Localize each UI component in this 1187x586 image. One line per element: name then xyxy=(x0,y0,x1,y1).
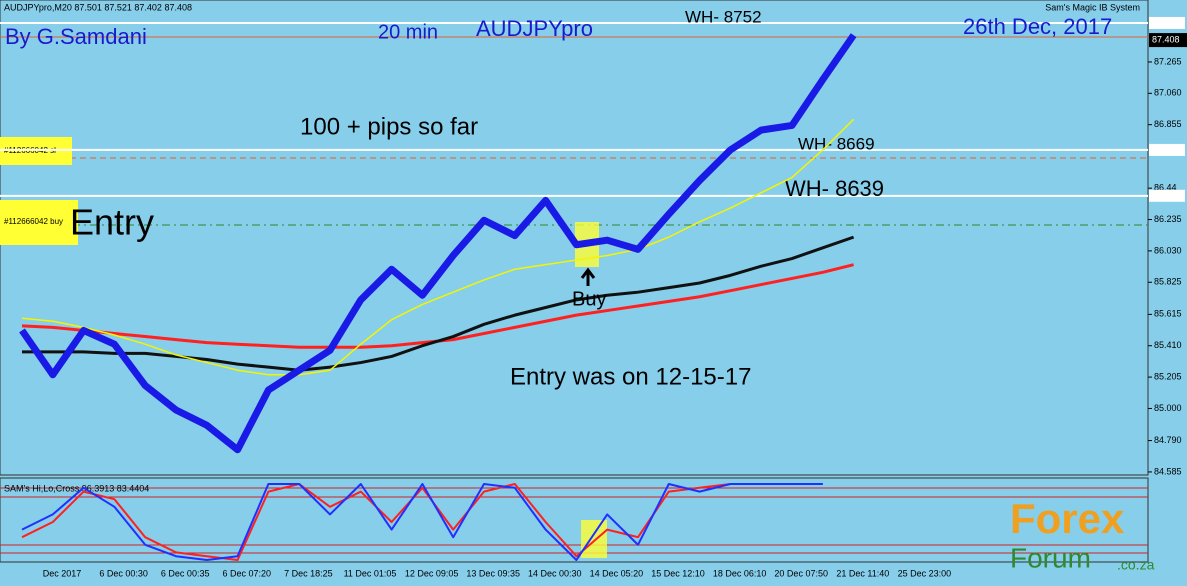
watermark: Forum xyxy=(1010,542,1091,573)
y-tick-label: 85.205 xyxy=(1154,371,1182,381)
header-symbol: AUDJPYpro,M20 87.501 87.521 87.402 87.40… xyxy=(4,2,192,12)
y-tick-label: 87.060 xyxy=(1154,88,1182,98)
y-tick-label: 85.825 xyxy=(1154,277,1182,287)
oscillator-panel xyxy=(0,477,1149,563)
x-tick-label: 15 Dec 12:10 xyxy=(651,568,705,578)
order-box xyxy=(0,137,72,165)
watermark: .co.za xyxy=(1117,557,1155,573)
y-tick-label: 85.000 xyxy=(1154,403,1182,413)
annotation: 26th Dec, 2017 xyxy=(963,14,1112,39)
x-tick-label: 21 Dec 11:40 xyxy=(836,568,889,578)
annotation: Buy xyxy=(572,288,606,310)
x-tick-label: 25 Dec 23:00 xyxy=(898,568,952,578)
annotation: AUDJPYpro xyxy=(476,16,593,41)
annotation: Entry xyxy=(70,202,154,243)
y-tick-label: 86.855 xyxy=(1154,119,1182,129)
osc-title: SAM's Hi,Lo,Cross 96.3913 83.4404 xyxy=(4,483,149,493)
annotation: 100 + pips so far xyxy=(300,113,478,140)
annotation: By G.Samdani xyxy=(5,24,147,49)
y-tick-label: 86.030 xyxy=(1154,245,1182,255)
level-label: WH- 8639 xyxy=(785,176,884,201)
order-box xyxy=(0,200,78,245)
x-tick-label: 11 Dec 01:05 xyxy=(344,568,397,578)
series-line xyxy=(19,33,857,454)
x-tick-label: 20 Dec 07:50 xyxy=(774,568,828,578)
level-box xyxy=(1149,143,1185,156)
y-tick-label: 87.265 xyxy=(1154,56,1182,66)
annotation: 20 min xyxy=(378,21,438,43)
series-line xyxy=(21,483,823,561)
x-tick-label: 7 Dec 18:25 xyxy=(284,568,333,578)
series-line xyxy=(22,235,855,372)
level-box xyxy=(1149,189,1185,202)
x-tick-label: Dec 2017 xyxy=(43,568,82,578)
series-line xyxy=(21,118,855,376)
x-tick-label: 12 Dec 09:05 xyxy=(405,568,459,578)
y-tick-label: 85.410 xyxy=(1154,340,1182,350)
watermark: Forex xyxy=(1010,495,1125,542)
y-tick-label: 85.615 xyxy=(1154,309,1182,319)
price-label: 87.408 xyxy=(1152,34,1180,44)
x-tick-label: 6 Dec 00:35 xyxy=(161,568,210,578)
y-tick-label: 84.790 xyxy=(1154,435,1182,445)
order-label: #112666042 buy xyxy=(4,217,63,226)
highlight xyxy=(581,520,607,558)
level-box xyxy=(1149,16,1185,29)
y-tick-label: 86.235 xyxy=(1154,214,1182,224)
x-tick-label: 6 Dec 07:20 xyxy=(223,568,272,578)
x-tick-label: 14 Dec 00:30 xyxy=(528,568,582,578)
header-system: Sam's Magic IB System xyxy=(1045,2,1140,12)
level-label: WH- 8669 xyxy=(798,134,875,153)
x-tick-label: 13 Dec 09:35 xyxy=(466,568,520,578)
price-box xyxy=(1149,33,1187,48)
buy-arrow xyxy=(580,267,596,286)
x-tick-label: 18 Dec 06:10 xyxy=(713,568,767,578)
annotation: Entry was on 12-15-17 xyxy=(510,363,751,390)
level-label: WH- 8752 xyxy=(685,7,762,26)
y-tick-label: 86.44 xyxy=(1154,183,1177,193)
x-tick-label: 6 Dec 00:30 xyxy=(99,568,148,578)
x-tick-label: 14 Dec 05:20 xyxy=(590,568,644,578)
y-tick-label: 84.585 xyxy=(1154,466,1182,476)
